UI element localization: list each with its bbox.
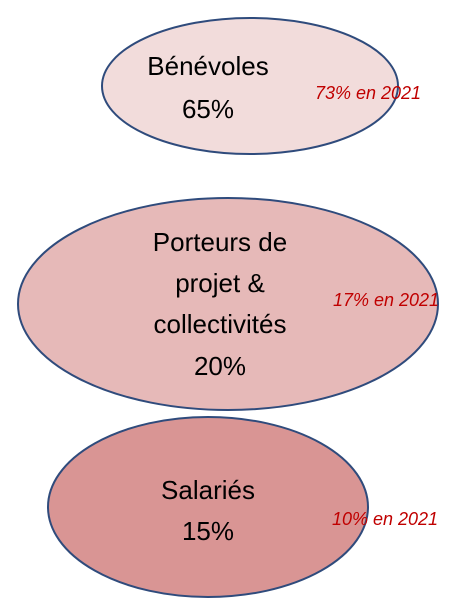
node-value: 20% (194, 351, 246, 381)
node-label: Bénévoles (147, 51, 268, 81)
node-value: 65% (182, 94, 234, 124)
node-label: Porteurs de (153, 227, 287, 257)
node-ellipse (17, 197, 439, 411)
node-note: 17% en 2021 (333, 290, 439, 310)
node-note: 73% en 2021 (315, 83, 421, 103)
node-value: 15% (182, 516, 234, 546)
node-ellipse (101, 17, 399, 155)
node-note: 10% en 2021 (332, 509, 438, 529)
node-label: projet & (175, 268, 265, 298)
node-label: Salariés (161, 475, 255, 505)
node-ellipse (47, 416, 369, 598)
node-label: collectivités (154, 309, 287, 339)
